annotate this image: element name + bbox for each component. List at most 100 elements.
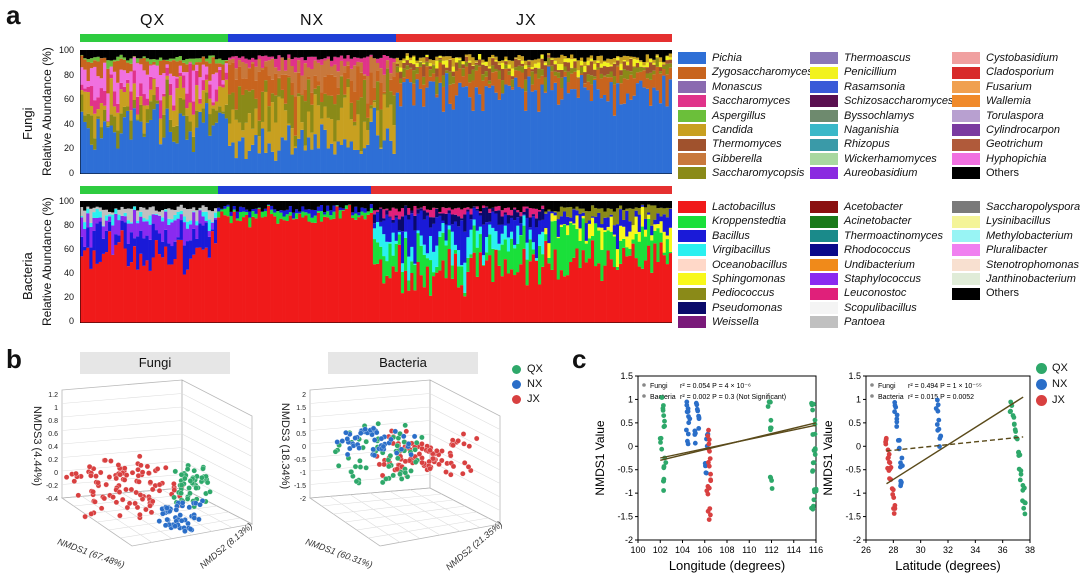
- sample-bar: [168, 50, 173, 174]
- stats-label: Fungi: [878, 383, 896, 390]
- geo-legend-item: JX: [1036, 392, 1068, 408]
- nmds-point: [187, 526, 194, 532]
- scatter-point: [894, 424, 900, 429]
- sample-bar: [93, 50, 97, 174]
- nmds-point: [75, 492, 82, 499]
- legend-item: Fusarium: [952, 80, 1060, 94]
- sample-bar: [323, 201, 327, 323]
- sample-bar: [457, 201, 461, 323]
- sample-bar: [581, 201, 586, 323]
- sample-bar: [450, 201, 455, 323]
- legend-swatch: [810, 138, 838, 151]
- sample-bar: [257, 201, 262, 323]
- nmds-point: [402, 469, 409, 476]
- legend-swatch: [952, 244, 980, 257]
- sample-bar: [458, 50, 462, 174]
- sample-bar: [550, 50, 554, 174]
- legend-item: Torulaspora: [952, 109, 1060, 123]
- geo-legend-item: NX: [1036, 376, 1068, 392]
- nmds-point: [352, 435, 358, 441]
- sample-bar: [517, 50, 522, 174]
- legend-item: Pluralibacter: [952, 243, 1080, 257]
- legend-swatch: [678, 287, 706, 300]
- nmds-point: [380, 443, 387, 450]
- nmds-point: [121, 477, 128, 483]
- scatter-point: [810, 460, 816, 466]
- scatter-point: [1018, 468, 1024, 474]
- nmds-point: [419, 434, 425, 441]
- legend-item: Pediococcus: [678, 286, 787, 300]
- scatter-point: [1011, 421, 1017, 427]
- fungi-y-axis-title: Relative Abundance (%): [40, 47, 54, 176]
- scatter-point: [1018, 471, 1024, 477]
- legend-swatch: [678, 95, 706, 108]
- sample-bar: [481, 201, 486, 323]
- sample-bar: [282, 201, 286, 323]
- sample-bar: [569, 201, 573, 323]
- scatter-point: [685, 438, 690, 444]
- sample-bar: [142, 201, 146, 323]
- nmds-legend-label: NX: [527, 378, 543, 390]
- sample-bar: [516, 201, 520, 323]
- sample-bar: [307, 201, 311, 323]
- fungi-stacked-bar-plot: [80, 50, 672, 174]
- fungi-y-tick: 60: [63, 94, 74, 104]
- scatter-point: [811, 497, 817, 503]
- sample-bar: [223, 201, 227, 323]
- sample-bar: [237, 50, 242, 174]
- sample-bar: [650, 201, 654, 323]
- sample-bar: [241, 50, 245, 174]
- legend-swatch: [810, 229, 838, 242]
- sample-bar: [165, 50, 170, 174]
- sample-bar: [478, 201, 483, 323]
- sample-bar: [220, 201, 224, 323]
- sample-bar: [625, 201, 629, 323]
- sample-bar: [343, 50, 347, 174]
- nmds-point: [73, 470, 79, 477]
- sample-bar: [391, 201, 395, 323]
- sample-bar: [226, 201, 230, 323]
- nmds-point: [400, 433, 407, 440]
- stats-text: r² = 0.002 P = 0.3 (Not Significant): [680, 394, 786, 401]
- nmds-point: [473, 435, 480, 442]
- sample-bar: [487, 50, 492, 174]
- x-tick-label: 38: [1025, 545, 1035, 555]
- legend-item: Scopulibacillus: [810, 301, 943, 315]
- legend-swatch: [678, 244, 706, 257]
- z-tick-label: 2: [302, 392, 306, 399]
- sample-bar: [310, 201, 314, 323]
- scatter-point: [892, 409, 897, 415]
- nmds-point: [98, 505, 105, 512]
- scatter-point: [768, 399, 773, 405]
- nmds-point: [379, 479, 386, 486]
- sample-bar: [192, 201, 196, 323]
- legend-item: Lactobacillus: [678, 200, 787, 214]
- nmds-point: [182, 475, 188, 482]
- legend-swatch: [678, 215, 706, 228]
- sample-bar: [326, 201, 330, 323]
- scatter-point: [706, 427, 711, 433]
- sample-bar: [264, 50, 268, 174]
- legend-swatch: [678, 301, 706, 314]
- sample-bar: [612, 201, 617, 323]
- sample-bar: [606, 50, 610, 174]
- nmds-point: [447, 452, 454, 459]
- sample-bar: [231, 50, 235, 174]
- sample-bar: [119, 50, 124, 174]
- legend-item: Gibberella: [678, 152, 813, 166]
- sample-bar: [234, 50, 239, 174]
- scatter-point: [659, 446, 665, 452]
- sample-bar: [477, 50, 482, 174]
- scatter-point: [708, 512, 713, 518]
- scatter-point: [1022, 500, 1028, 505]
- fungi-y-tick: 40: [63, 119, 74, 129]
- sample-bar: [270, 201, 274, 323]
- sample-bar: [306, 50, 311, 174]
- sample-bar: [300, 50, 304, 174]
- sample-bar: [360, 201, 364, 323]
- nmds-point: [412, 446, 418, 453]
- nmds-point: [395, 455, 401, 462]
- sample-bar: [425, 201, 430, 323]
- sample-bar: [559, 201, 564, 323]
- sample-bar: [441, 201, 445, 323]
